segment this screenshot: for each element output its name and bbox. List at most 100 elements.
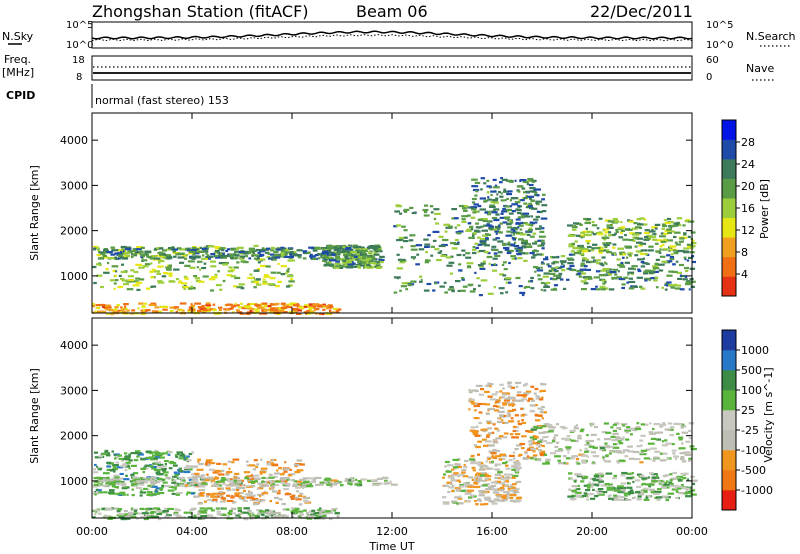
power-echo-cell	[266, 255, 271, 259]
power-echo-cell	[430, 245, 435, 248]
power-echo-cell	[347, 261, 353, 264]
power-echo-cell	[335, 310, 340, 313]
power-echo-cell	[659, 255, 666, 258]
power-echo-cell	[329, 261, 332, 264]
power-echo-cell	[214, 273, 218, 276]
power-echo-cell	[461, 207, 467, 210]
power-colorbar-tick-label: 16	[741, 202, 755, 215]
power-echo-cell	[438, 235, 444, 238]
power-echo-cell	[478, 265, 484, 268]
velocity-echo-cell	[604, 438, 611, 441]
velocity-echo-cell	[204, 477, 210, 480]
power-echo-cell	[355, 250, 360, 253]
power-echo-cell	[451, 247, 458, 250]
power-echo-cell	[240, 287, 245, 290]
power-echo-cell	[614, 232, 617, 235]
velocity-echo-cell	[489, 385, 492, 388]
power-echo-cell	[444, 291, 448, 294]
power-echo-cell	[350, 250, 357, 254]
power-echo-cell	[97, 262, 102, 265]
power-echo-cell	[259, 253, 265, 256]
velocity-echo-cell	[130, 452, 137, 455]
velocity-echo-cell	[194, 472, 200, 475]
power-echo-cell	[188, 252, 193, 255]
power-echo-cell	[121, 263, 125, 266]
velocity-echo-cell	[290, 507, 295, 510]
power-echo-cell	[560, 261, 566, 264]
velocity-echo-cell	[106, 465, 112, 468]
power-echo-cell	[691, 242, 697, 245]
power-echo-cell	[600, 274, 607, 277]
power-echo-cell	[220, 248, 225, 251]
velocity-echo-cell	[230, 507, 236, 510]
power-echo-cell	[194, 277, 200, 280]
power-echo-cell	[503, 188, 507, 191]
velocity-echo-cell	[270, 488, 274, 491]
power-echo-cell	[487, 292, 494, 295]
velocity-echo-cell	[270, 481, 274, 484]
power-echo-cell	[579, 248, 586, 251]
velocity-echo-cell	[477, 453, 481, 456]
power-echo-cell	[524, 215, 530, 218]
velocity-echo-cell	[591, 482, 594, 485]
power-echo-cell	[627, 252, 632, 255]
velocity-echo-cell	[502, 403, 507, 406]
velocity-echo-cell	[507, 480, 510, 483]
velocity-echo-cell	[136, 455, 140, 458]
velocity-echo-cell	[679, 452, 686, 455]
velocity-echo-cell	[123, 510, 128, 513]
velocity-echo-cell	[502, 387, 505, 390]
velocity-echo-cell	[130, 513, 136, 516]
power-echo-cell	[537, 239, 543, 242]
velocity-echo-cell	[576, 462, 581, 465]
power-echo-cell	[644, 277, 652, 280]
velocity-echo-cell	[461, 471, 466, 474]
velocity-echo-cell	[493, 404, 498, 408]
power-echo-cell	[149, 270, 154, 273]
power-echo-cell	[103, 306, 110, 309]
power-echo-cell	[546, 263, 550, 266]
power-echo-cell	[668, 270, 674, 273]
power-echo-cell	[529, 221, 534, 224]
power-echo-cell	[511, 227, 515, 230]
power-echo-cell	[517, 206, 521, 209]
power-echo-cell	[478, 294, 483, 297]
power-echo-cell	[111, 249, 114, 252]
velocity-echo-cell	[184, 468, 191, 471]
power-echo-cell	[572, 247, 578, 250]
velocity-echo-cell	[459, 473, 465, 476]
power-echo-cell	[449, 272, 453, 275]
power-echo-cell	[265, 305, 272, 308]
velocity-echo-cell	[255, 477, 261, 480]
velocity-echo-cell	[235, 486, 242, 490]
power-echo-cell	[617, 270, 620, 273]
power-echo-cell	[122, 250, 125, 253]
power-echo-cell	[504, 205, 511, 208]
velocity-echo-cell	[576, 475, 583, 478]
velocity-echo-cell	[347, 482, 353, 485]
power-echo-cell	[173, 268, 180, 271]
velocity-echo-cell	[217, 487, 224, 490]
power-echo-cell	[141, 255, 145, 258]
velocity-echo-cell	[501, 419, 504, 422]
power-echo-cell	[672, 263, 676, 266]
power-echo-cell	[409, 234, 416, 237]
velocity-echo-cell	[624, 455, 629, 458]
power-echo-cell	[495, 237, 500, 240]
power-echo-cell	[658, 269, 664, 272]
velocity-echo-cell	[681, 431, 688, 434]
velocity-echo-cell	[207, 514, 213, 518]
freq-unit-label: [MHz]	[2, 66, 34, 79]
power-echo-cell	[477, 205, 482, 208]
velocity-echo-cell	[108, 491, 115, 494]
power-echo-cell	[224, 261, 229, 265]
velocity-echo-cell	[472, 433, 476, 436]
velocity-echo-cell	[234, 494, 239, 497]
velocity-echo-cell	[234, 484, 240, 487]
power-echo-cell	[499, 273, 504, 276]
velocity-echo-cell	[239, 491, 244, 495]
power-echo-cell	[190, 285, 194, 288]
velocity-echo-cell	[616, 426, 622, 430]
power-echo-cell	[231, 306, 234, 309]
velocity-echo-cell	[513, 500, 518, 503]
